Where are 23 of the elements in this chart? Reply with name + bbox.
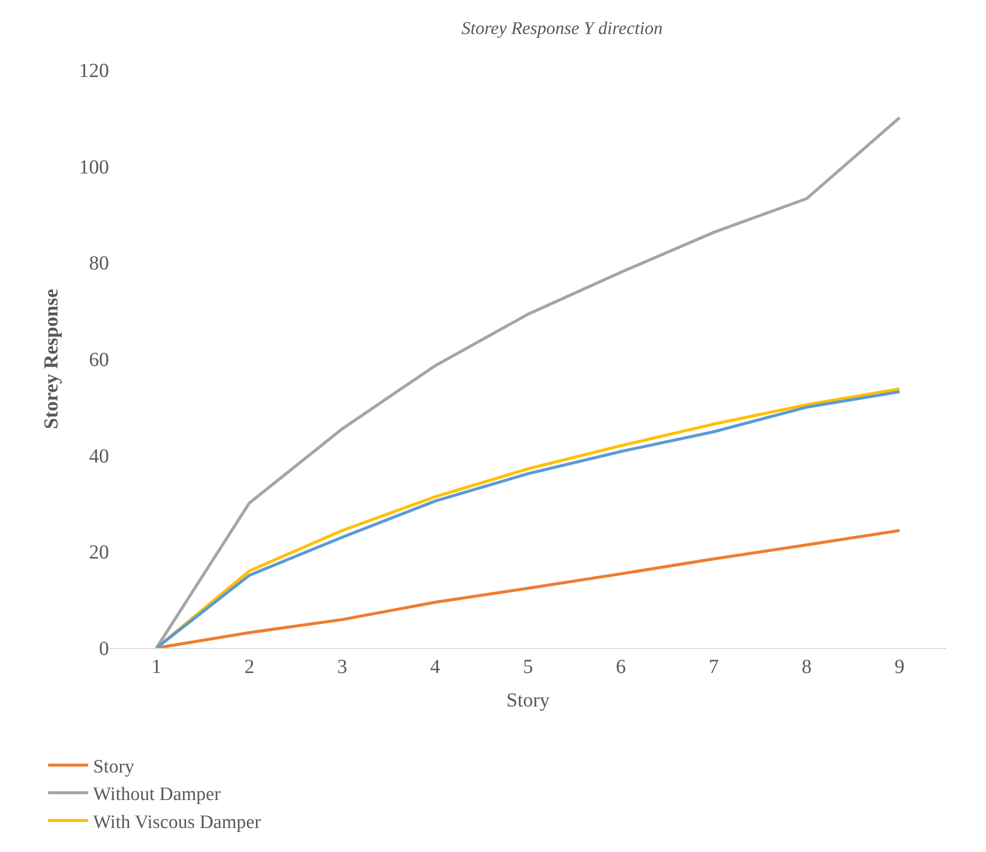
- y-tick-label: 60: [89, 349, 109, 371]
- x-tick-label: 8: [802, 656, 812, 678]
- y-tick-label: 20: [89, 542, 109, 564]
- legend-label: Without Damper: [93, 784, 222, 806]
- x-axis-title: Story: [506, 690, 550, 712]
- legend-label: With Viscous Damper: [93, 812, 262, 833]
- x-tick-label: 9: [894, 656, 905, 678]
- y-tick-label: 80: [89, 252, 109, 275]
- x-tick-label: 6: [616, 656, 626, 678]
- y-tick-label: 40: [89, 445, 109, 468]
- x-tick-label: 5: [523, 656, 533, 678]
- line-series: [154, 116, 902, 648]
- legend-label: Story: [93, 756, 135, 778]
- x-tick-label: 3: [337, 656, 348, 678]
- y-tick-label: 0: [99, 638, 109, 660]
- chart-title: Storey Response Y direction: [461, 18, 663, 38]
- x-tick-label: 1: [151, 656, 162, 678]
- x-tick-label: 7: [708, 656, 719, 678]
- y-tick-label: 120: [79, 60, 109, 82]
- y-axis-title: Storey Response: [40, 288, 62, 430]
- x-tick-label: 4: [430, 656, 440, 678]
- x-tick-label: 2: [244, 656, 254, 678]
- y-tick-label: 100: [79, 156, 109, 178]
